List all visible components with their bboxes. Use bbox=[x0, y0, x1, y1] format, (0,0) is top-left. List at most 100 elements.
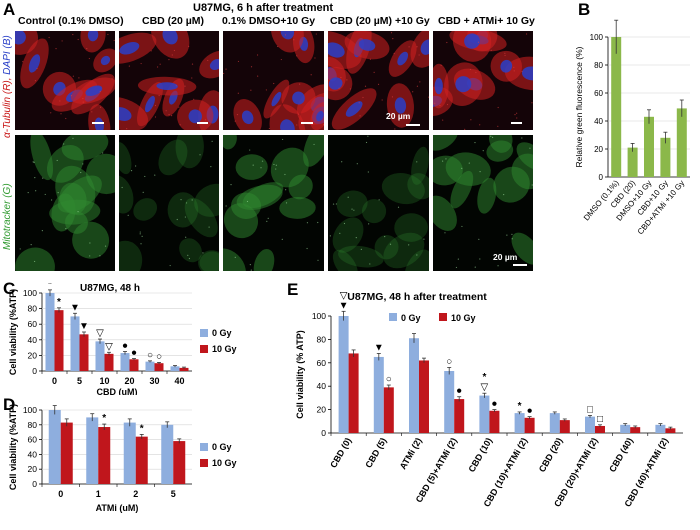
bar bbox=[104, 353, 114, 371]
y-tick-label: 40 bbox=[28, 449, 38, 459]
speckle bbox=[42, 177, 44, 179]
speckle bbox=[434, 102, 436, 104]
speckle bbox=[199, 154, 201, 156]
bar bbox=[419, 360, 429, 433]
mitochondria-signal bbox=[198, 250, 219, 271]
legend-swatch bbox=[200, 329, 208, 337]
speckle bbox=[461, 225, 463, 228]
mitochondria-signal bbox=[279, 196, 316, 219]
micrograph-background bbox=[119, 135, 219, 271]
speckle bbox=[412, 91, 414, 93]
legend-label: 10 Gy bbox=[451, 313, 476, 323]
speckle bbox=[367, 171, 369, 173]
x-axis-label: CBD (uM) bbox=[97, 387, 138, 395]
cell-nucleus bbox=[162, 31, 178, 45]
speckle bbox=[61, 40, 63, 42]
speckle bbox=[127, 214, 129, 216]
speckle bbox=[91, 111, 93, 113]
speckle bbox=[445, 158, 447, 160]
y-tick-label: 80 bbox=[28, 304, 38, 314]
bar bbox=[123, 422, 136, 484]
row-label-tubulin: α-Tubulin (R), bbox=[2, 77, 13, 138]
speckle bbox=[356, 163, 358, 165]
mitochondria-signal bbox=[511, 232, 533, 265]
speckle bbox=[19, 248, 21, 250]
legend-swatch bbox=[200, 459, 208, 467]
significance-marker: * bbox=[518, 401, 522, 412]
bar bbox=[665, 428, 676, 433]
speckle bbox=[191, 77, 193, 79]
speckle bbox=[187, 254, 189, 256]
speckle bbox=[266, 220, 268, 222]
micrograph-mito-cbd bbox=[119, 135, 219, 271]
significance-marker: ▽ bbox=[340, 290, 348, 301]
mitochondria-signal bbox=[175, 135, 204, 169]
cell-nucleus bbox=[144, 95, 155, 113]
speckle bbox=[497, 106, 499, 109]
column-title-cbd: CBD (20 µM) bbox=[142, 15, 205, 27]
speckle bbox=[36, 67, 38, 70]
cell-nucleus bbox=[500, 59, 513, 73]
speckle bbox=[169, 264, 171, 267]
x-tick-label: 0 bbox=[58, 489, 63, 499]
mitochondria-signal bbox=[381, 172, 425, 205]
bar bbox=[644, 116, 654, 177]
speckle bbox=[281, 238, 283, 240]
mitochondria-signal bbox=[303, 135, 324, 167]
speckle bbox=[72, 75, 74, 77]
x-tick-label: 1 bbox=[96, 489, 101, 499]
x-tick-label: ATMi (2) bbox=[398, 436, 424, 471]
speckle bbox=[469, 68, 472, 71]
speckle bbox=[34, 177, 36, 179]
cell-nucleus bbox=[328, 77, 343, 90]
speckle bbox=[275, 164, 277, 166]
speckle bbox=[156, 66, 159, 68]
speckle bbox=[170, 115, 173, 117]
significance-marker: □ bbox=[597, 414, 603, 425]
mitochondria-signal bbox=[488, 135, 513, 153]
speckle bbox=[513, 66, 515, 68]
speckle bbox=[35, 190, 37, 192]
significance-marker: □ bbox=[587, 404, 593, 415]
speckle bbox=[99, 255, 101, 257]
speckle bbox=[293, 39, 295, 41]
x-tick-label: 0 bbox=[52, 376, 57, 386]
speckle bbox=[335, 203, 337, 205]
mitochondria-signal bbox=[338, 245, 384, 268]
bar bbox=[48, 410, 61, 484]
speckle bbox=[86, 48, 88, 50]
speckle bbox=[256, 54, 259, 56]
speckle bbox=[504, 258, 507, 260]
speckle bbox=[65, 228, 67, 230]
significance-marker: * bbox=[482, 372, 486, 383]
significance-marker: * bbox=[57, 297, 61, 308]
cell-nucleus bbox=[119, 42, 140, 55]
y-tick-label: 80 bbox=[28, 420, 38, 430]
speckle bbox=[362, 96, 364, 99]
speckle bbox=[89, 255, 91, 257]
significance-marker: ○ bbox=[156, 351, 162, 362]
legend-swatch bbox=[200, 443, 208, 451]
speckle bbox=[280, 58, 282, 61]
cell-nucleus bbox=[119, 107, 132, 121]
speckle bbox=[249, 149, 251, 151]
speckle bbox=[275, 168, 277, 170]
mitochondria-signal bbox=[433, 195, 457, 232]
bar bbox=[676, 108, 687, 177]
speckle bbox=[165, 110, 167, 112]
speckle bbox=[365, 141, 368, 144]
panel-letter-e: E bbox=[287, 280, 299, 299]
speckle bbox=[89, 242, 91, 244]
speckle bbox=[70, 95, 73, 97]
chart-b-plot: 0 20 40 60 80 100 Relative green fluorescence … bbox=[574, 19, 690, 236]
speckle bbox=[223, 72, 225, 75]
mitochondria-signal bbox=[433, 155, 463, 186]
speckle bbox=[188, 45, 190, 47]
cell-nucleus bbox=[358, 39, 376, 51]
mitochondria-signal bbox=[361, 199, 387, 224]
speckle bbox=[257, 75, 259, 77]
bar bbox=[549, 413, 560, 433]
speckle bbox=[185, 236, 187, 238]
speckle bbox=[44, 193, 46, 196]
mitochondria-signal bbox=[119, 175, 134, 214]
